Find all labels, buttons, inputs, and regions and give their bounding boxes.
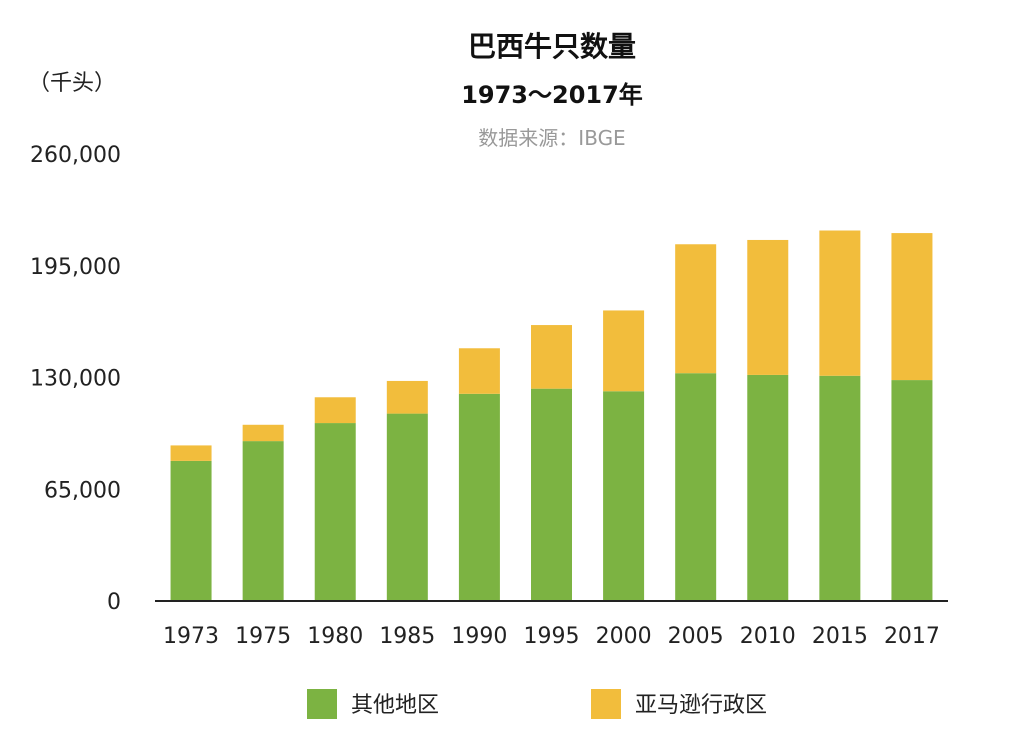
bar-1980-series-0 xyxy=(314,423,356,601)
bar-1975-series-1 xyxy=(242,424,284,442)
bar-2010-series-1 xyxy=(747,239,789,375)
x-tick-label: 2005 xyxy=(668,624,724,649)
bar-1990-series-0 xyxy=(458,393,500,601)
bar-2000-series-1 xyxy=(603,310,645,392)
bar-1973-series-1 xyxy=(170,445,212,461)
bar-1995-series-0 xyxy=(531,388,572,601)
y-tick-label: 65,000 xyxy=(44,478,121,503)
bar-1973-series-0 xyxy=(170,460,212,601)
bar-2010-series-0 xyxy=(747,374,789,601)
bar-1990-series-1 xyxy=(458,348,500,394)
y-tick-label: 130,000 xyxy=(30,367,121,392)
x-tick-label: 1990 xyxy=(451,624,507,649)
legend-label: 亚马逊行政区 xyxy=(635,693,767,718)
bar-2015-series-1 xyxy=(819,230,861,376)
x-tick-label: 2000 xyxy=(596,624,652,649)
y-axis-unit-label: （千头） xyxy=(28,71,116,96)
chart-title: 巴西牛只数量 xyxy=(468,30,636,63)
x-tick-label: 2010 xyxy=(740,624,796,649)
y-tick-label: 260,000 xyxy=(30,143,121,168)
bar-1980-series-1 xyxy=(314,397,356,424)
bar-2017-series-1 xyxy=(891,233,933,381)
x-tick-label: 1975 xyxy=(235,624,291,649)
legend-label: 其他地区 xyxy=(351,693,439,718)
x-tick-label: 1995 xyxy=(524,624,580,649)
x-tick-label: 1985 xyxy=(379,624,435,649)
bar-series xyxy=(170,230,933,601)
bar-1995-series-1 xyxy=(531,325,572,389)
bar-2005-series-1 xyxy=(675,244,717,374)
chart-subtitle: 1973～2017年 xyxy=(461,81,643,109)
bar-2017-series-0 xyxy=(891,380,933,601)
y-tick-label: 195,000 xyxy=(30,255,121,280)
legend-swatch xyxy=(307,689,337,719)
legend-swatch xyxy=(591,689,621,719)
x-tick-label: 2017 xyxy=(884,624,940,649)
bar-2015-series-0 xyxy=(819,375,861,601)
y-tick-label: 0 xyxy=(107,590,121,615)
legend: 其他地区 亚马逊行政区 xyxy=(307,689,767,719)
bar-1975-series-0 xyxy=(242,441,284,601)
x-axis-ticks: 1973 1975 1980 1985 1990 1995 2000 2005 2010 2015… xyxy=(163,624,940,649)
y-axis-ticks: 0 65,000 130,000 195,000 260,000 xyxy=(30,143,121,615)
x-tick-label: 2015 xyxy=(812,624,868,649)
x-tick-label: 1973 xyxy=(163,624,219,649)
chart-source: 数据来源：IBGE xyxy=(478,126,625,150)
x-tick-label: 1980 xyxy=(307,624,363,649)
bar-2005-series-0 xyxy=(675,373,717,601)
bar-1985-series-1 xyxy=(386,380,428,414)
bar-2000-series-0 xyxy=(603,391,645,601)
bar-1985-series-0 xyxy=(386,413,428,601)
